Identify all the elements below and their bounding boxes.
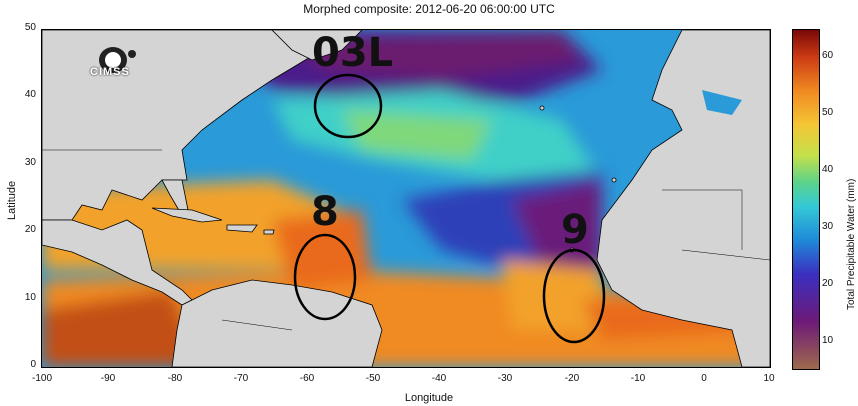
y-tick: 0 [30,359,36,370]
map-svg [42,30,770,367]
border-line [221,319,293,331]
storm-9-circle [542,248,606,344]
x-tick: -80 [167,373,183,384]
dry-core-north [292,30,582,80]
moist-8 [272,210,372,290]
azores-land [539,105,545,111]
x-tick: -70 [233,373,249,384]
y-tick: 10 [24,292,36,303]
x-axis-label: Longitude [404,392,454,404]
x-tick: -10 [630,373,646,384]
y-tick: 40 [24,89,36,100]
x-tick: -50 [365,373,381,384]
colorbar-tick: 40 [822,164,834,175]
x-tick: -20 [564,373,580,384]
y-tick: 20 [24,224,36,235]
colorbar [792,29,820,370]
colorbar-tick: 10 [822,335,834,346]
y-tick: 50 [24,22,36,33]
tpw-map [41,29,771,368]
cimss-logo-icon [99,47,136,73]
x-tick: -100 [31,373,52,384]
y-axis-label: Latitude [6,180,18,220]
hispaniola-land [226,224,258,233]
canary-land [611,177,617,183]
mediterranean-water [702,90,742,115]
y-tick: 30 [24,157,36,168]
colorbar-tick: 20 [822,278,834,289]
border-line [662,189,743,250]
storm-label-9: 9 [561,207,589,253]
storm-8-circle [293,233,357,321]
newfoundland-land [271,30,363,61]
x-tick: 0 [701,373,707,384]
x-tick: -60 [299,373,315,384]
cuba-land [151,207,223,223]
x-tick: -30 [497,373,513,384]
colorbar-tick: 30 [822,221,834,232]
colorbar-label: Total Precipitable Water (mm) [846,178,857,310]
x-tick: 10 [763,373,775,384]
colorbar-tick: 60 [822,50,834,61]
moist-9 [502,260,602,330]
map-title: Morphed composite: 2012-06-20 06:00:00 U… [303,2,555,16]
storm-label-03l: 03L [312,30,394,76]
logo-text: CIMSS [90,66,130,78]
dry-core-east [512,180,602,270]
x-tick: -40 [431,373,447,384]
pacific-moist [42,290,202,367]
europe-africa-land [596,30,770,367]
storm-03l-circle [313,73,383,139]
south-america-land [171,279,383,367]
storm-label-8: 8 [311,189,339,235]
x-tick: -90 [100,373,116,384]
puerto-rico-land [263,229,275,235]
moist-core [342,110,492,160]
border-line [681,249,770,261]
colorbar-tick: 50 [822,107,834,118]
